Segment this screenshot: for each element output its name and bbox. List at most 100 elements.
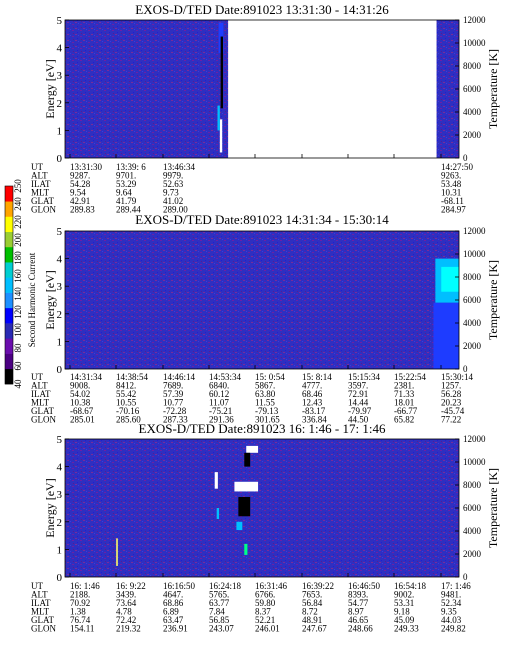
info-row-value: 289.44 [116,205,141,215]
info-row-value: 72.91 [348,389,368,399]
y2-axis-label: Temperature [K] [486,260,500,340]
info-row-label: ILAT [31,598,51,608]
info-row-value: 20.23 [441,398,462,408]
y-axis-label: Energy [eV] [43,478,57,537]
info-row-value: 246.01 [255,624,280,634]
info-row-value: 9979. [163,171,183,181]
colorbar-tick-label: 250 [13,179,23,193]
info-row-label: UT [31,372,43,382]
info-row-value: 4647. [163,590,183,600]
info-row-value: 8.97 [348,607,364,617]
info-row-label: MLT [31,188,50,198]
info-row-value: -75.21 [209,406,232,416]
info-row-value: -68.67 [70,406,94,416]
y-tick-label: 3 [57,489,63,501]
info-row-value: 7.84 [209,607,225,617]
info-row-label: ALT [31,590,48,600]
info-row-value: 3597. [348,381,368,391]
info-row-value: 15:15:34 [348,372,381,382]
info-row-value: 14:38:54 [116,372,149,382]
colorbar-segment [5,323,13,339]
info-row-value: 247.67 [302,624,327,634]
spectrogram-feature [217,105,220,131]
info-row-value: 53.48 [441,179,462,189]
y2-tick-label: 0 [463,364,468,374]
panel-title: EXOS-D/TED Date:891023 16: 1:46 - 17: 1:… [139,421,386,436]
info-row-value: -83.17 [302,406,326,416]
info-row-value: 289.00 [163,205,188,215]
y-tick-label: 5 [57,15,63,27]
y2-axis-label: Temperature [K] [486,49,500,129]
info-row-label: GLAT [31,615,54,625]
info-row-value: 46.65 [348,615,369,625]
y-tick-label: 0 [57,572,63,584]
info-row-value: 5765. [209,590,229,600]
info-row-value: 16:46:50 [348,581,381,591]
info-row-label: ILAT [31,389,51,399]
info-row-value: 55.42 [116,389,136,399]
y2-tick-label: 4000 [463,526,482,536]
spectrogram-feature [244,543,248,555]
y2-tick-label: 4000 [463,107,482,117]
y2-tick-label: 6000 [463,503,482,513]
y2-tick-label: 0 [463,153,468,163]
info-row-value: 16:31:46 [255,581,288,591]
y-tick-label: 2 [57,309,63,321]
info-row-value: 68.86 [163,598,184,608]
info-row-value: 56.84 [302,598,323,608]
info-row-value: 54.77 [348,598,369,608]
colorbar-tick-label: 220 [13,215,23,229]
info-row-value: 70.92 [70,598,90,608]
info-row-value: 301.65 [255,415,280,425]
y-tick-label: 4 [57,462,63,474]
panel-title: EXOS-D/TED Date:891023 14:31:34 - 15:30:… [135,212,389,227]
info-row-value: 56.85 [209,615,230,625]
colorbar-label: Second Harmonic Current [27,252,37,347]
colorbar-segment [5,246,13,263]
info-row-value: 9002. [394,590,414,600]
info-row-value: 13:46:34 [163,162,196,172]
y-tick-label: 2 [57,517,63,529]
info-row-value: 6840. [209,381,229,391]
info-row-value: 16:54:18 [394,581,427,591]
y2-tick-label: 6000 [463,295,482,305]
spectrogram-feature [246,445,259,453]
colorbar-tick-label: 180 [13,251,23,265]
info-row-value: -79.97 [348,406,372,416]
info-row-value: 4.78 [116,607,132,617]
info-row-label: GLON [31,205,56,215]
y2-tick-label: 10000 [463,249,486,259]
y-tick-label: 0 [57,364,63,376]
y-axis-label: Energy [eV] [43,270,57,329]
info-row-value: 17: 1:46 [441,581,471,591]
y-tick-label: 5 [57,226,63,238]
info-row-value: 248.66 [348,624,373,634]
info-row-value: 52.63 [163,179,184,189]
info-row-value: 5867. [255,381,275,391]
info-row-value: 9008. [70,381,90,391]
info-row-value: -72.28 [163,406,187,416]
info-row-value: 13:39: 6 [116,162,146,172]
info-row-value: 9.73 [163,188,179,198]
info-row-value: 16:16:50 [163,581,196,591]
spectrogram-feature [441,266,459,292]
info-row-value: 9481. [441,590,461,600]
info-row-value: 10.77 [163,398,184,408]
y-tick-label: 4 [57,254,63,266]
colorbar-tick-label: 140 [13,287,23,301]
spectrogram-feature [234,481,259,492]
spectrogram-panel: EXOS-D/TED Date:891023 14:31:34 - 15:30:… [31,212,500,425]
info-row-value: 71.33 [394,389,415,399]
info-row-value: 11.07 [209,398,229,408]
y2-tick-label: 0 [463,572,468,582]
info-row-value: 76.74 [70,615,91,625]
colorbar-segment [5,277,13,293]
info-row-value: 63.47 [163,615,184,625]
info-row-label: GLON [31,624,56,634]
y-axis-label: Energy [eV] [43,59,57,118]
info-row-value: 9.54 [70,188,86,198]
info-row-value: 48.91 [302,615,322,625]
data-gap [228,20,437,158]
info-row-value: 1.38 [70,607,86,617]
spectrogram-background [65,439,459,577]
